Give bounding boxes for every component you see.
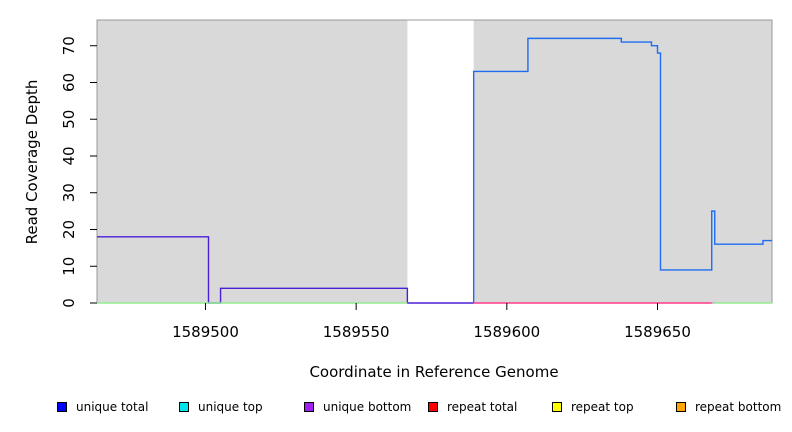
x-axis: 1589500 1589550 1589600 1589650 xyxy=(172,303,691,341)
shaded-regions xyxy=(97,20,772,303)
x-tick-label: 1589500 xyxy=(172,323,239,341)
y-tick-label: 60 xyxy=(60,73,78,92)
legend-swatch xyxy=(676,402,686,412)
legend-item: unique top xyxy=(179,400,263,414)
legend-label: repeat bottom xyxy=(695,400,782,414)
y-tick-label: 0 xyxy=(60,298,78,308)
series-lines xyxy=(97,37,772,304)
y-tick-label: 70 xyxy=(60,36,78,55)
legend-label: repeat total xyxy=(447,400,518,414)
legend-label: repeat top xyxy=(571,400,634,414)
shaded-region xyxy=(97,20,408,303)
y-axis-title: Read Coverage Depth xyxy=(23,80,41,245)
legend-swatch xyxy=(428,402,438,412)
legend-label: unique bottom xyxy=(323,400,412,414)
legend-item: repeat bottom xyxy=(676,400,781,414)
legend-label: unique top xyxy=(198,400,263,414)
legend-swatch xyxy=(304,402,314,412)
y-tick-label: 50 xyxy=(60,110,78,129)
y-axis: 0 10 20 30 40 50 60 70 xyxy=(60,36,97,308)
x-tick-label: 1589650 xyxy=(624,323,691,341)
y-tick-label: 30 xyxy=(60,183,78,202)
shaded-region xyxy=(473,20,772,303)
legend-swatch xyxy=(552,402,562,412)
legend-item: repeat total xyxy=(428,400,517,414)
legend: unique total unique top unique bottom repea… xyxy=(0,400,792,420)
series-line xyxy=(97,236,474,304)
x-tick-label: 1589550 xyxy=(323,323,390,341)
legend-item: repeat top xyxy=(552,400,634,414)
series-line xyxy=(472,37,772,303)
x-tick-label: 1589600 xyxy=(473,323,540,341)
y-tick-label: 20 xyxy=(60,220,78,239)
x-axis-title: Coordinate in Reference Genome xyxy=(309,363,558,381)
y-tick-label: 10 xyxy=(60,257,78,276)
legend-swatch xyxy=(179,402,189,412)
legend-item: unique bottom xyxy=(304,400,411,414)
legend-item: unique total xyxy=(57,400,148,414)
legend-label: unique total xyxy=(76,400,149,414)
legend-swatch xyxy=(57,402,67,412)
y-tick-label: 40 xyxy=(60,146,78,165)
